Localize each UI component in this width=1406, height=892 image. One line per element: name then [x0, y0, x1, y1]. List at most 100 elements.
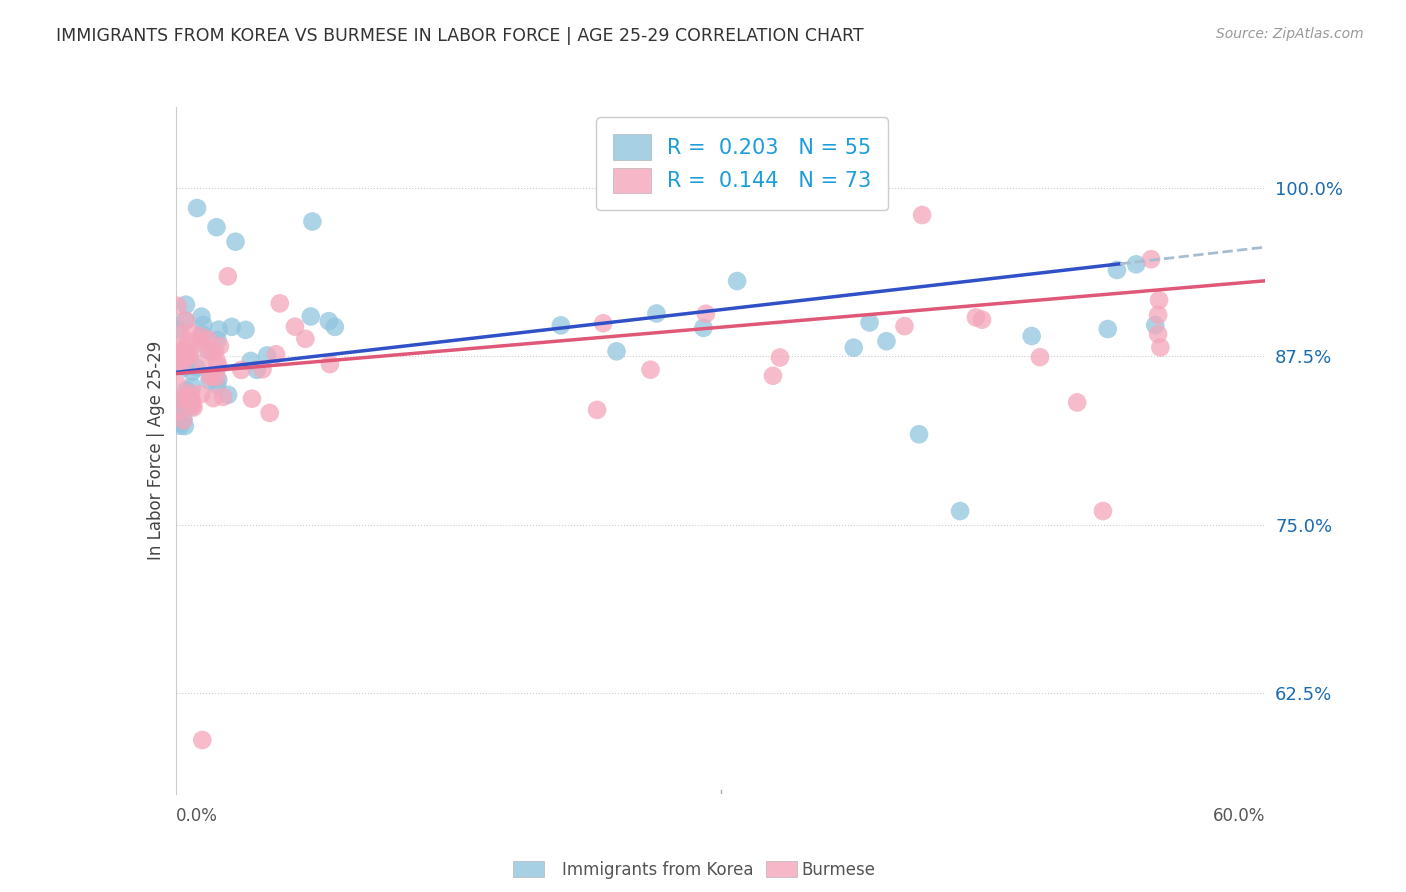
Point — [246, 363, 269, 377]
Text: Immigrants from Korea: Immigrants from Korea — [562, 861, 754, 879]
Point — [180, 326, 202, 340]
Point — [186, 201, 208, 215]
Point — [198, 369, 221, 384]
Point — [172, 393, 194, 408]
FancyBboxPatch shape — [766, 861, 797, 877]
Point — [640, 362, 662, 376]
Point — [172, 412, 194, 426]
Point — [166, 322, 188, 336]
Point — [235, 323, 257, 337]
FancyBboxPatch shape — [513, 861, 544, 877]
Point — [188, 334, 211, 348]
Point — [240, 392, 263, 406]
Point — [1147, 293, 1170, 308]
Point — [173, 351, 195, 365]
Point — [1125, 257, 1147, 271]
Point — [172, 413, 194, 427]
Point — [181, 398, 204, 412]
Point — [842, 341, 865, 355]
Text: 0.0%: 0.0% — [176, 807, 218, 825]
Point — [166, 392, 188, 407]
Point — [294, 332, 316, 346]
Point — [695, 307, 717, 321]
Point — [170, 353, 193, 368]
Point — [893, 319, 915, 334]
Point — [186, 360, 208, 375]
Point — [205, 378, 228, 392]
Point — [225, 235, 247, 249]
Point — [167, 416, 190, 430]
Point — [970, 312, 993, 326]
Point — [875, 334, 897, 349]
Point — [180, 386, 202, 401]
Point — [908, 427, 931, 442]
Point — [858, 316, 880, 330]
Point — [183, 401, 205, 415]
Point — [318, 314, 340, 328]
Point — [169, 418, 191, 433]
Point — [190, 387, 212, 401]
Point — [1029, 350, 1052, 364]
Point — [193, 318, 215, 332]
Point — [174, 341, 197, 355]
Point — [1091, 504, 1114, 518]
Point — [264, 347, 287, 361]
Point — [606, 344, 628, 359]
Point — [284, 319, 307, 334]
Point — [205, 370, 228, 384]
Point — [692, 321, 714, 335]
Point — [166, 299, 188, 313]
Point — [592, 316, 614, 330]
Point — [1105, 263, 1128, 277]
Point — [217, 269, 239, 284]
Point — [205, 354, 228, 368]
Point — [193, 337, 215, 351]
Point — [170, 343, 193, 358]
Point — [172, 357, 194, 371]
Point — [181, 365, 204, 379]
Point — [172, 346, 194, 360]
Point — [167, 346, 190, 360]
Point — [762, 368, 785, 383]
Point — [191, 733, 214, 747]
Point — [725, 274, 748, 288]
Point — [169, 326, 191, 341]
Point — [207, 359, 229, 374]
Point — [299, 310, 322, 324]
Point — [181, 379, 204, 393]
Point — [176, 383, 198, 397]
Point — [207, 333, 229, 347]
Point — [323, 319, 346, 334]
Point — [1066, 395, 1088, 409]
Point — [252, 362, 274, 376]
Point — [198, 374, 221, 388]
Point — [191, 327, 214, 342]
Point — [586, 403, 609, 417]
Point — [949, 504, 972, 518]
Point — [550, 318, 572, 333]
Point — [180, 400, 202, 414]
Point — [174, 351, 197, 365]
Point — [166, 404, 188, 418]
Point — [190, 310, 212, 324]
Text: Burmese: Burmese — [801, 861, 876, 879]
Point — [177, 348, 200, 362]
Point — [256, 348, 278, 362]
Legend: R =  0.203   N = 55, R =  0.144   N = 73: R = 0.203 N = 55, R = 0.144 N = 73 — [596, 118, 889, 210]
Point — [174, 313, 197, 327]
Point — [180, 394, 202, 409]
Point — [174, 350, 197, 364]
Point — [179, 346, 201, 360]
Point — [167, 395, 190, 409]
Point — [191, 356, 214, 370]
Point — [1147, 308, 1170, 322]
Point — [176, 390, 198, 404]
Point — [174, 314, 197, 328]
Point — [166, 377, 188, 392]
Text: IMMIGRANTS FROM KOREA VS BURMESE IN LABOR FORCE | AGE 25-29 CORRELATION CHART: IMMIGRANTS FROM KOREA VS BURMESE IN LABO… — [56, 27, 863, 45]
Point — [239, 354, 262, 368]
Point — [301, 214, 323, 228]
Point — [1140, 252, 1163, 267]
Point — [1149, 340, 1171, 354]
Text: 60.0%: 60.0% — [1213, 807, 1265, 825]
